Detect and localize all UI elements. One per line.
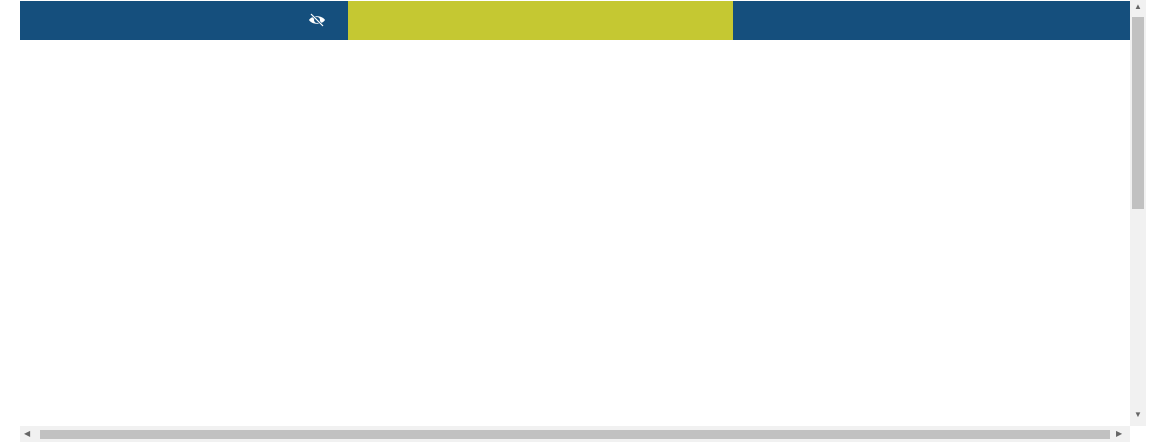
vertical-scrollbar[interactable]: ▲ ▼	[1130, 0, 1146, 426]
scroll-down-icon[interactable]: ▼	[1134, 410, 1142, 419]
eye-slash-icon[interactable]	[308, 12, 326, 28]
scroll-left-icon[interactable]: ◀	[24, 429, 31, 438]
data-grid	[20, 1, 1130, 426]
account-column-header[interactable]	[20, 1, 348, 40]
vertical-scroll-thumb[interactable]	[1132, 17, 1144, 209]
horizontal-scrollbar[interactable]: ◀ ▶	[20, 426, 1130, 442]
grid-header	[20, 1, 1130, 40]
historic-years-header	[348, 1, 733, 40]
scroll-right-icon[interactable]: ▶	[1116, 429, 1123, 438]
scroll-up-icon[interactable]: ▲	[1134, 2, 1142, 11]
horizontal-scroll-thumb[interactable]	[40, 430, 1110, 439]
future-years-header	[733, 1, 1130, 40]
